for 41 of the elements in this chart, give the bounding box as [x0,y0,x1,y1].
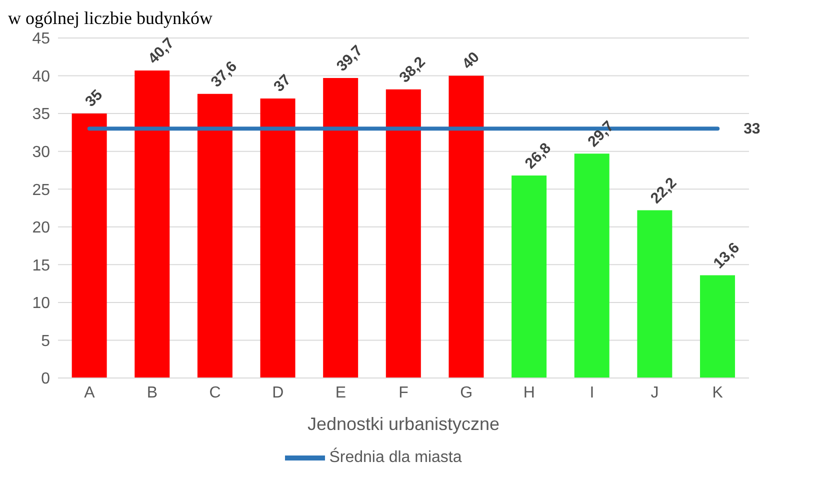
data-label: 40 [459,48,483,73]
y-tick-label: 20 [32,220,50,237]
x-tick-label: J [650,384,659,402]
y-tick-label: 15 [32,257,50,274]
x-tick-label: A [84,384,96,402]
bar [512,176,547,378]
x-tick-label: K [712,384,724,402]
bar [323,78,358,378]
bar [197,94,232,378]
bar [260,98,296,378]
x-tick-label: B [146,384,158,402]
data-label: 37 [270,71,294,96]
bar [574,154,610,378]
y-tick-label: 35 [32,106,50,124]
chart-title: w ogólnej liczbie budynków [8,8,214,28]
y-tick-label: 5 [41,332,50,350]
y-tick-label: 40 [32,68,50,86]
y-tick-label: 45 [32,30,50,48]
y-tick-label: 25 [32,182,50,199]
legend-label: Średnia dla miasta [329,449,462,466]
x-axis-title: Jednostki urbanistyczne [307,414,500,434]
x-tick-label: E [335,384,346,402]
bar [700,275,735,378]
y-tick-label: 30 [32,144,50,162]
y-tick-label: 0 [41,370,50,388]
bar [134,70,170,378]
data-label: 35 [82,86,106,110]
x-tick-label: I [590,384,594,402]
bar [637,210,672,378]
x-tick-label: F [398,384,409,402]
bar [448,76,484,378]
bar [72,114,107,378]
y-tick-label: 10 [32,295,50,312]
x-tick-label: D [272,384,284,402]
x-tick-label: H [523,384,535,402]
x-tick-label: G [460,384,473,402]
data-label: 38,2 [396,54,429,86]
bar [386,89,421,378]
data-label: 37,6 [208,58,240,91]
x-tick-label: C [209,384,221,402]
data-label: 33 [744,120,760,138]
